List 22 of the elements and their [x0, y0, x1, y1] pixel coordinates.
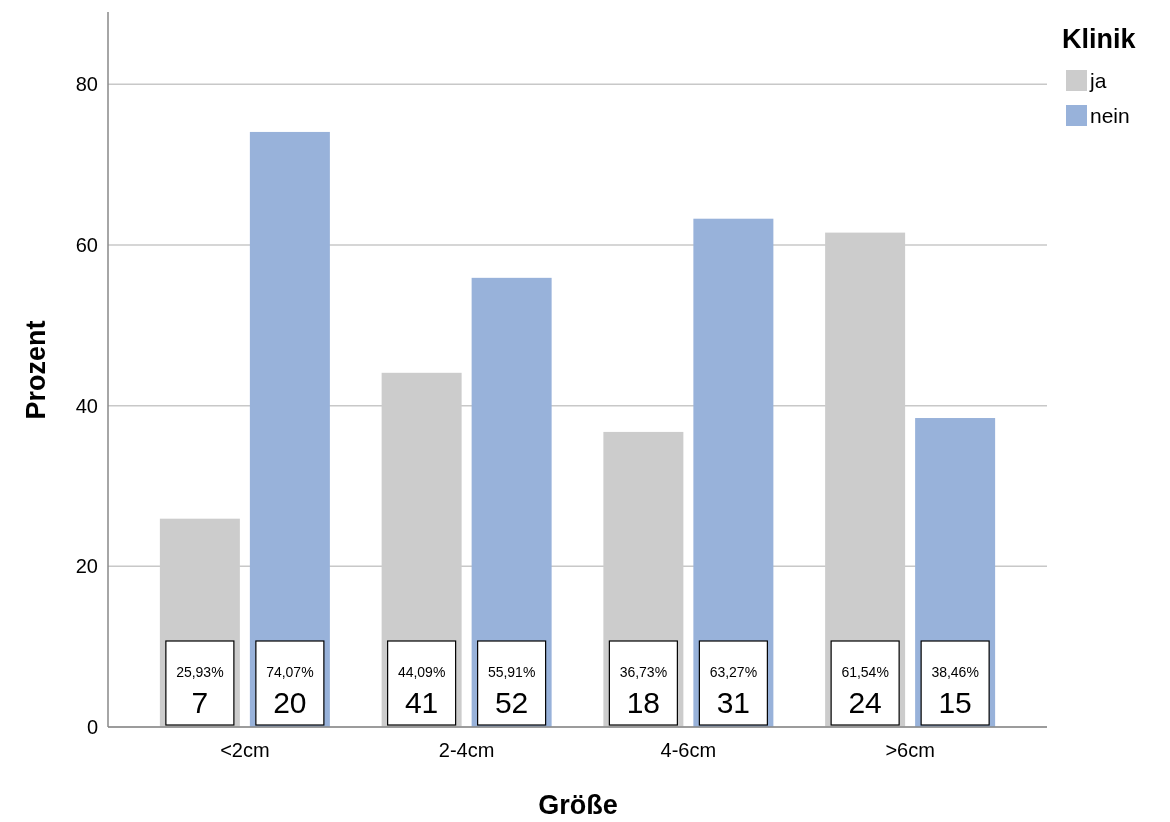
data-label: 63,27% 31: [709, 664, 758, 719]
x-tick-label: 2-4cm: [438, 739, 495, 761]
data-label: 74,07% 20: [266, 664, 314, 719]
legend-label: ja: [1089, 69, 1107, 92]
data-label: 55,91% 52: [487, 664, 536, 719]
legend-label: nein: [1090, 104, 1130, 127]
legend-title: Klinik: [1062, 24, 1137, 54]
data-label: 25,93% 7: [176, 664, 224, 719]
data-label: 61,54% 24: [841, 664, 889, 719]
x-tick-label: 4-6cm: [660, 739, 717, 761]
y-axis-title: Prozent: [21, 320, 51, 420]
y-tick-label: 40: [75, 394, 98, 417]
x-tick-label: <2cm: [220, 739, 270, 761]
x-axis-title: Größe: [538, 790, 618, 820]
data-label: 44,09% 41: [397, 664, 446, 719]
y-tick-label: 60: [75, 233, 98, 256]
data-label: 38,46% 15: [931, 664, 979, 719]
y-tick-label: 20: [75, 555, 98, 578]
data-label: 36,73% 18: [619, 664, 668, 719]
y-tick-label: 80: [75, 73, 98, 96]
x-tick-label: >6cm: [885, 739, 935, 761]
y-tick-label: 0: [86, 716, 98, 738]
